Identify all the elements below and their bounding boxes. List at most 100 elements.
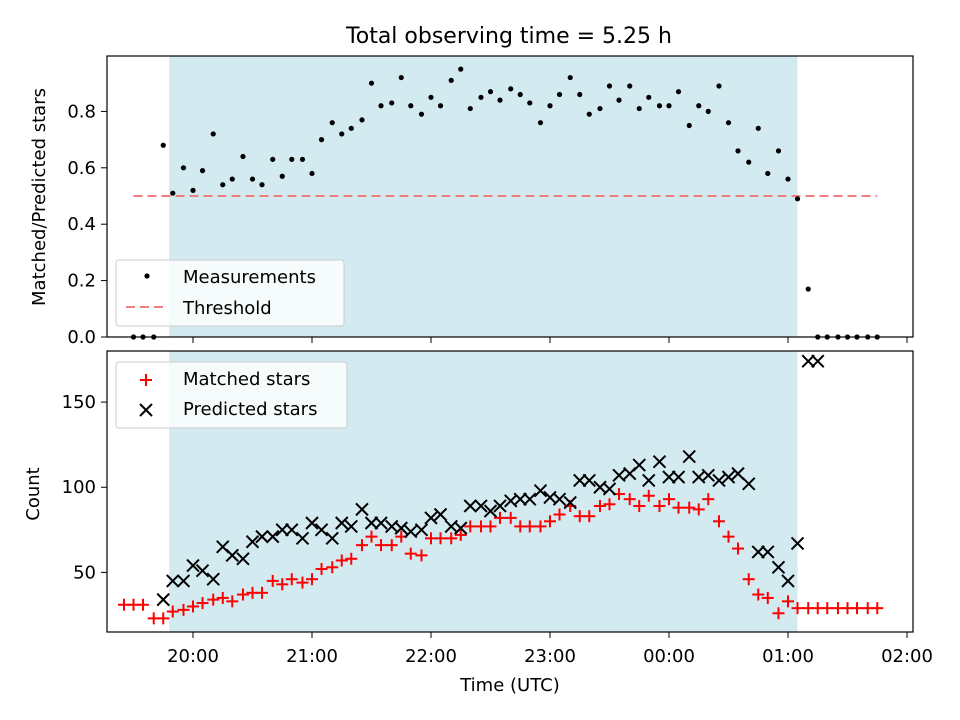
matched-point [523,520,536,533]
matched-point [187,600,199,613]
predicted-point [483,504,498,518]
matched-point [534,520,547,533]
matched-point [415,549,428,562]
bottom-panel: 50 100 150 20:00 21:00 22:00 23:00 00:00 01:00 0… [23,350,933,696]
matched-points [117,488,884,625]
measurement-point [249,176,256,182]
legend-predicted-marker [139,403,153,417]
predicted-point [632,458,646,472]
predicted-point [424,511,438,525]
predicted-point [790,536,805,551]
matched-point [752,588,765,601]
predicted-point [701,468,715,483]
matched-point [732,542,745,555]
predicted-point [751,545,765,559]
matched-point [603,498,616,511]
x-tick-label: 00:00 [643,646,695,667]
predicted-point [206,572,220,586]
top-panel: 0.00.20.40.60.8 Matched/Predicted stars … [29,55,914,348]
predicted-point [245,535,260,549]
predicted-point [682,449,696,464]
measurement-point [636,105,642,112]
top-legend: Measurements Threshold [115,259,345,327]
measurement-point [210,131,216,137]
matched-point [494,511,507,524]
matched-point [722,530,735,543]
legend-measurements-marker [144,273,150,279]
matched-point [672,501,685,514]
measurement-point [170,190,176,196]
matched-point [285,573,298,586]
matched-point [782,595,794,608]
matched-point [484,520,497,533]
top-y-tick-label: 0.6 [67,158,96,179]
matched-point [306,573,318,586]
predicted-point [166,574,180,588]
predicted-point [335,516,349,530]
matched-point [464,520,477,533]
predicted-point [662,470,676,484]
predicted-point [652,454,667,469]
bottom-y-ticks: 50 100 150 [62,392,107,583]
measurement-point [418,111,425,117]
matched-point [216,591,229,604]
measurement-point [775,148,782,154]
matched-point [137,598,150,611]
predicted-point [176,574,191,588]
measurement-point [478,94,484,100]
measurement-point [675,89,682,95]
top-axes-frame [106,55,914,338]
legend-threshold-label: Threshold [182,298,272,319]
measurement-point [508,86,514,92]
measurement-point [735,148,741,154]
measurement-point [627,83,633,89]
measurement-point [755,125,761,131]
matched-point [226,595,239,608]
measurement-point [299,156,306,162]
matched-point [196,597,209,610]
measurement-point [716,83,722,89]
measurement-point [656,103,663,109]
predicted-point [474,499,488,513]
measurement-point [467,105,473,112]
x-tick-label: 02:00 [881,646,933,667]
predicted-point [742,477,756,491]
measurement-point [199,168,206,174]
matched-point [821,602,834,615]
predicted-point [533,483,548,498]
predicted-point [404,524,418,539]
matched-point [761,591,774,604]
predicted-point [642,473,656,488]
predicted-point [195,563,210,578]
matched-point [702,493,715,506]
measurement-point [289,156,295,162]
measurement-point [487,89,494,95]
measurement-point [160,142,166,148]
predicted-point [225,548,239,563]
measurement-point [497,97,503,103]
predicted-point [582,473,596,488]
measurement-point [229,176,235,182]
bottom-legend: Matched stars Predicted stars [115,361,348,429]
matched-point [335,554,348,567]
legend-predicted-label: Predicted stars [183,399,317,420]
measurement-point [279,173,285,179]
bottom-axes-frame [106,350,914,633]
measurement-point [448,77,454,83]
matched-point [583,510,596,523]
predicted-point [563,495,577,510]
measurement-point [527,100,533,106]
bottom-y-tick-label: 150 [62,392,96,413]
top-legend-box [115,259,345,327]
predicted-point [493,499,507,513]
measurement-point [746,159,752,165]
predicted-points [156,354,825,607]
matched-point [434,532,447,545]
measurement-point [517,91,523,98]
measurement-point [368,80,375,86]
legend-matched-label: Matched stars [183,369,310,390]
top-y-tick-label: 0.8 [67,101,96,122]
top-y-tick-label: 0.2 [67,271,96,292]
predicted-point [761,545,775,559]
